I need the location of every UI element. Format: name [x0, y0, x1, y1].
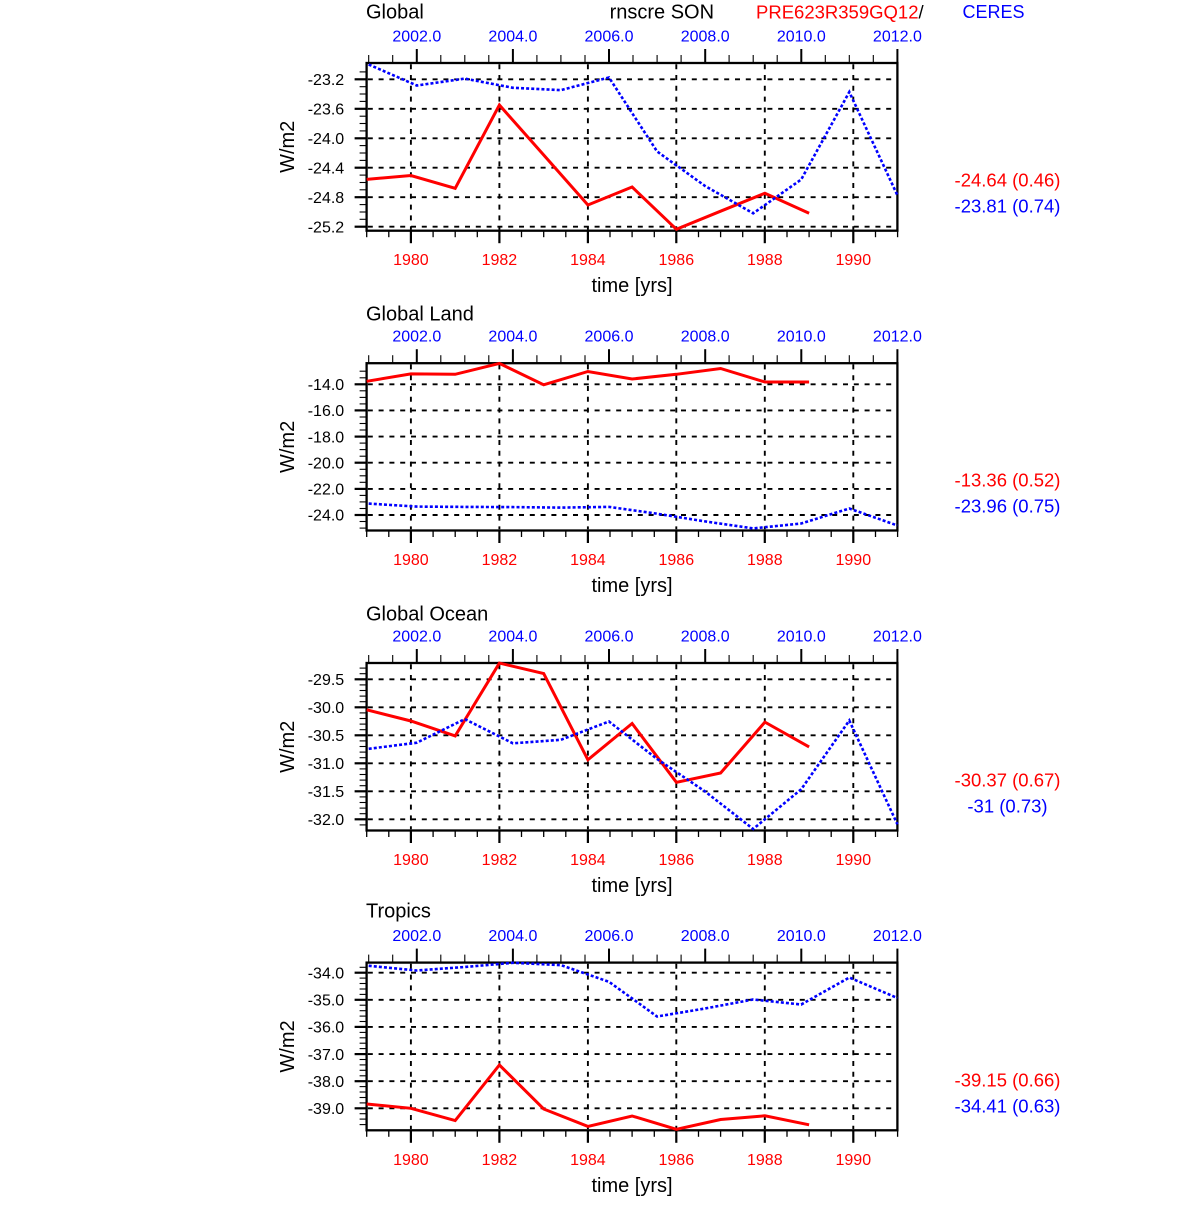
svg-text:1982: 1982: [482, 252, 518, 269]
svg-text:1990: 1990: [836, 552, 872, 569]
svg-text:2010.0: 2010.0: [777, 629, 826, 646]
svg-text:2006.0: 2006.0: [585, 629, 634, 646]
svg-text:1988: 1988: [747, 852, 783, 869]
svg-text:2004.0: 2004.0: [488, 629, 537, 646]
svg-text:-23.96 (0.75): -23.96 (0.75): [955, 496, 1061, 517]
svg-text:1988: 1988: [747, 1152, 783, 1169]
svg-text:1984: 1984: [570, 1152, 606, 1169]
svg-text:1986: 1986: [659, 552, 695, 569]
svg-text:-24.64 (0.46): -24.64 (0.46): [955, 170, 1061, 191]
svg-text:-24.4: -24.4: [308, 160, 345, 177]
svg-text:W/m2: W/m2: [277, 721, 299, 773]
svg-text:-31 (0.73): -31 (0.73): [967, 796, 1047, 817]
svg-text:2010.0: 2010.0: [777, 928, 826, 945]
svg-text:1980: 1980: [393, 252, 429, 269]
svg-text:time [yrs]: time [yrs]: [591, 575, 672, 597]
svg-text:W/m2: W/m2: [277, 421, 299, 473]
svg-text:-14.0: -14.0: [308, 377, 345, 394]
svg-text:Tropics: Tropics: [366, 901, 431, 923]
svg-text:-23.81 (0.74): -23.81 (0.74): [955, 196, 1061, 217]
svg-text:2012.0: 2012.0: [873, 29, 922, 46]
svg-text:2004.0: 2004.0: [488, 29, 537, 46]
svg-text:-39.15 (0.66): -39.15 (0.66): [955, 1069, 1061, 1090]
svg-text:-24.0: -24.0: [308, 508, 345, 525]
svg-text:W/m2: W/m2: [277, 1020, 299, 1072]
svg-text:2012.0: 2012.0: [873, 629, 922, 646]
svg-text:2008.0: 2008.0: [681, 329, 730, 346]
svg-text:-25.2: -25.2: [308, 219, 345, 236]
svg-text:2010.0: 2010.0: [777, 329, 826, 346]
svg-text:1988: 1988: [747, 552, 783, 569]
svg-text:2004.0: 2004.0: [488, 928, 537, 945]
svg-text:1984: 1984: [570, 252, 606, 269]
svg-text:CERES: CERES: [963, 2, 1025, 22]
svg-text:1986: 1986: [659, 852, 695, 869]
svg-text:-24.0: -24.0: [308, 131, 345, 148]
svg-text:2006.0: 2006.0: [585, 29, 634, 46]
svg-text:1986: 1986: [659, 252, 695, 269]
svg-text:-23.6: -23.6: [308, 102, 345, 119]
svg-text:2012.0: 2012.0: [873, 928, 922, 945]
svg-text:2006.0: 2006.0: [585, 928, 634, 945]
svg-text:-36.0: -36.0: [308, 1020, 345, 1037]
svg-text:Global Ocean: Global Ocean: [366, 604, 488, 626]
svg-text:1986: 1986: [659, 1152, 695, 1169]
svg-text:2008.0: 2008.0: [681, 928, 730, 945]
svg-text:1988: 1988: [747, 252, 783, 269]
svg-text:-34.0: -34.0: [308, 965, 345, 982]
svg-text:time [yrs]: time [yrs]: [591, 1175, 672, 1197]
svg-text:2004.0: 2004.0: [488, 329, 537, 346]
svg-text:-16.0: -16.0: [308, 403, 345, 420]
svg-text:1982: 1982: [482, 852, 518, 869]
svg-text:time [yrs]: time [yrs]: [591, 275, 672, 297]
svg-text:2008.0: 2008.0: [681, 629, 730, 646]
svg-text:-31.5: -31.5: [308, 784, 345, 801]
svg-text:-30.0: -30.0: [308, 700, 345, 717]
svg-text:-13.36 (0.52): -13.36 (0.52): [955, 470, 1061, 491]
svg-text:1990: 1990: [836, 1152, 872, 1169]
svg-text:2008.0: 2008.0: [681, 29, 730, 46]
svg-text:-29.5: -29.5: [308, 672, 345, 689]
svg-text:2010.0: 2010.0: [777, 29, 826, 46]
svg-text:1982: 1982: [482, 552, 518, 569]
svg-text:Global: Global: [366, 2, 424, 24]
svg-text:-34.41 (0.63): -34.41 (0.63): [955, 1095, 1061, 1116]
svg-text:1982: 1982: [482, 1152, 518, 1169]
svg-text:2002.0: 2002.0: [392, 629, 441, 646]
svg-text:W/m2: W/m2: [277, 121, 299, 173]
svg-text:2002.0: 2002.0: [392, 329, 441, 346]
svg-text:-30.5: -30.5: [308, 728, 345, 745]
svg-text:-37.0: -37.0: [308, 1047, 345, 1064]
svg-text:rnscre SON: rnscre SON: [610, 2, 714, 24]
svg-text:-31.0: -31.0: [308, 756, 345, 773]
svg-text:-39.0: -39.0: [308, 1101, 345, 1118]
svg-text:-24.8: -24.8: [308, 190, 345, 207]
svg-text:1980: 1980: [393, 852, 429, 869]
svg-text:Global Land: Global Land: [366, 304, 474, 326]
svg-text:2012.0: 2012.0: [873, 329, 922, 346]
svg-text:2002.0: 2002.0: [392, 29, 441, 46]
svg-text:1990: 1990: [836, 252, 872, 269]
svg-text:-22.0: -22.0: [308, 482, 345, 499]
svg-text:-32.0: -32.0: [308, 812, 345, 829]
svg-text:1984: 1984: [570, 852, 606, 869]
svg-text:-30.37 (0.67): -30.37 (0.67): [955, 770, 1061, 791]
svg-text:1990: 1990: [836, 852, 872, 869]
svg-text:2002.0: 2002.0: [392, 928, 441, 945]
svg-text:-38.0: -38.0: [308, 1074, 345, 1091]
svg-text:PRE623R359GQ12/: PRE623R359GQ12/: [756, 2, 925, 23]
svg-text:-23.2: -23.2: [308, 72, 345, 89]
svg-text:1984: 1984: [570, 552, 606, 569]
svg-text:2006.0: 2006.0: [585, 329, 634, 346]
svg-text:1980: 1980: [393, 1152, 429, 1169]
svg-text:-20.0: -20.0: [308, 455, 345, 472]
svg-text:-18.0: -18.0: [308, 429, 345, 446]
svg-text:1980: 1980: [393, 552, 429, 569]
svg-text:time [yrs]: time [yrs]: [591, 875, 672, 897]
svg-text:-35.0: -35.0: [308, 993, 345, 1010]
